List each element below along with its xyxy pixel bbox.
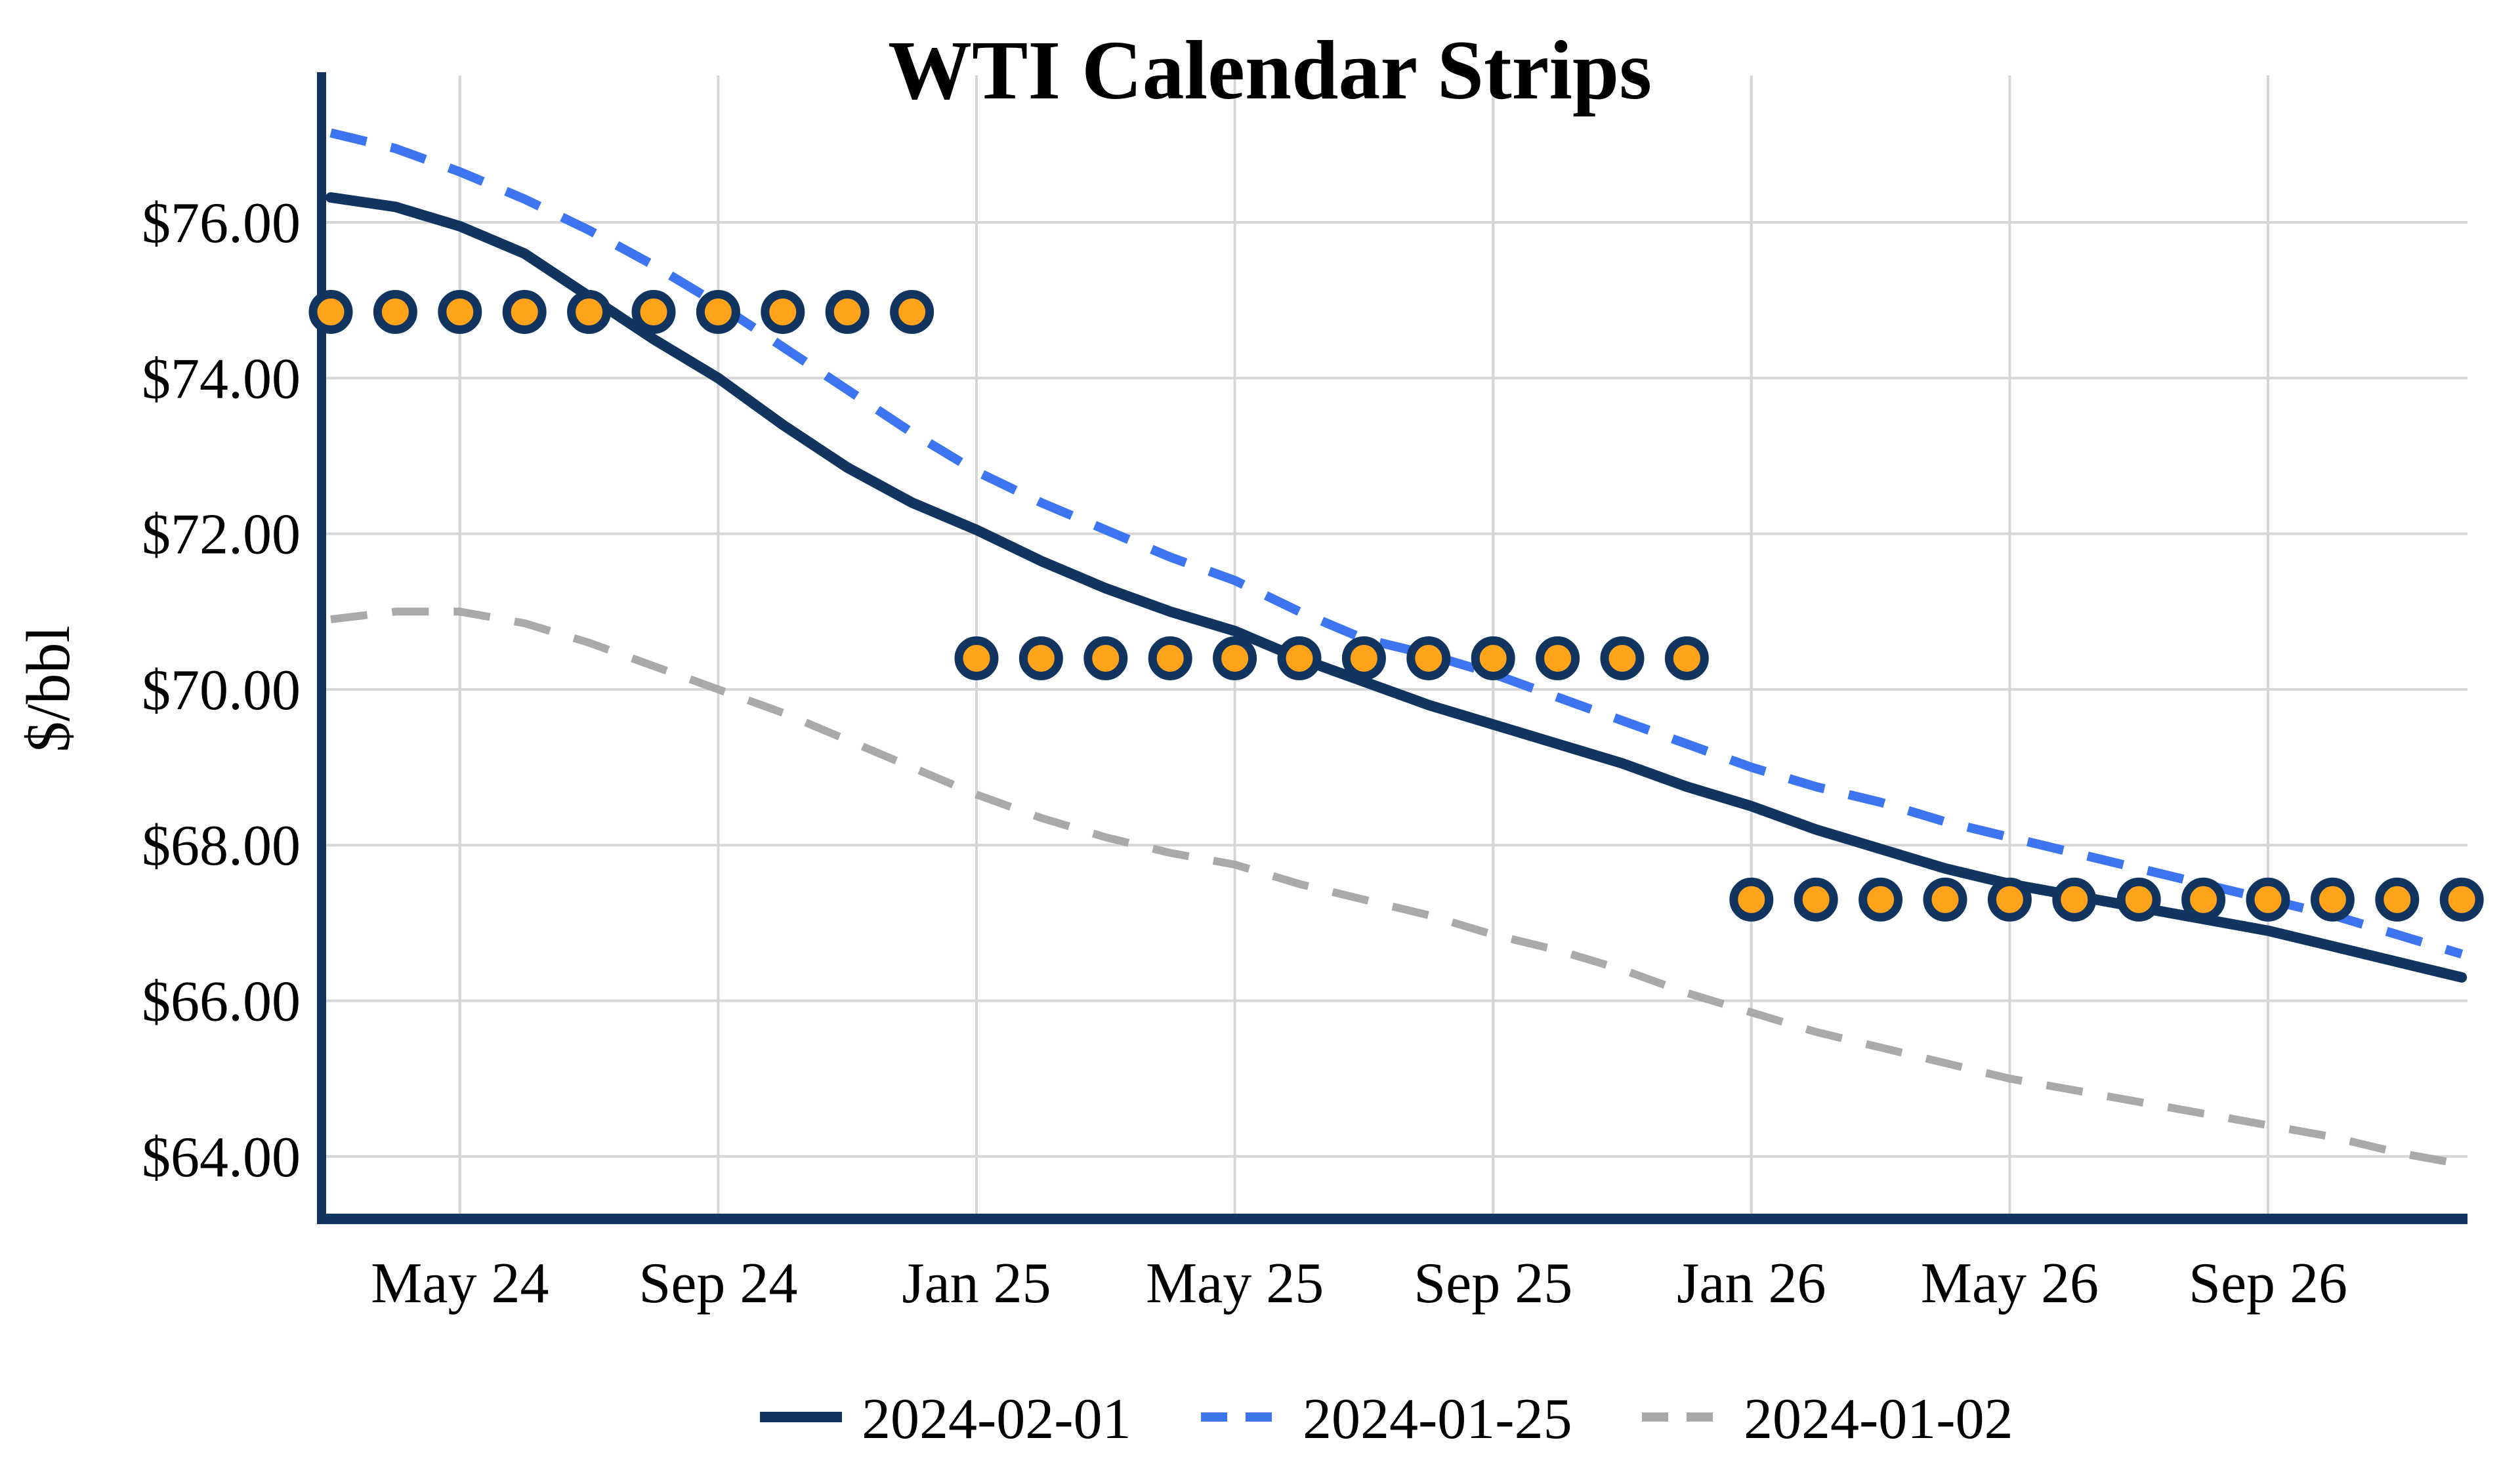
grid-layer [322, 75, 2468, 1219]
strip-marker [1794, 877, 1838, 922]
chart-legend: 2024-02-01 2024-01-25 2024-01-02 [760, 1388, 2013, 1451]
marker-layer [308, 289, 2484, 922]
strip-marker [2181, 877, 2226, 922]
strip-marker [761, 289, 805, 334]
y-tick-label: $68.00 [142, 814, 301, 878]
strip-marker [308, 289, 353, 334]
x-tick-label: Sep 24 [639, 1252, 797, 1315]
strip-marker [696, 289, 740, 334]
strip-marker [438, 289, 482, 334]
strip-marker [1536, 636, 1580, 680]
strip-marker [631, 289, 676, 334]
strip-marker [1600, 636, 1645, 680]
strip-marker [2310, 877, 2355, 922]
strip-marker [567, 289, 612, 334]
strip-marker [2116, 877, 2161, 922]
y-tick-label: $74.00 [142, 347, 301, 411]
chart-title: WTI Calendar Strips [888, 24, 1652, 117]
legend-label: 2024-01-02 [1744, 1388, 2013, 1451]
series-line-2024-01-02 [330, 607, 2463, 1168]
legend-label: 2024-02-01 [862, 1388, 1131, 1451]
legend-item-2024-02-01: 2024-02-01 [760, 1388, 1131, 1451]
axis-layer [317, 72, 2468, 1224]
strip-marker [1987, 877, 2032, 922]
x-tick-label: May 24 [371, 1252, 549, 1315]
strip-marker [1341, 636, 1386, 680]
strip-marker [1923, 877, 1967, 922]
strip-marker [502, 289, 547, 334]
series-layer [326, 128, 2468, 1168]
series-line-2024-01-25 [329, 128, 2464, 959]
y-tick-label: $72.00 [142, 503, 301, 567]
strip-marker [954, 636, 999, 680]
strip-marker [1729, 877, 1774, 922]
strip-marker [1213, 636, 1257, 680]
strip-marker [373, 289, 417, 334]
y-tick-label: $66.00 [142, 970, 301, 1034]
series-line-2024-02-01 [326, 192, 2468, 983]
strip-marker [1018, 636, 1063, 680]
legend-item-2024-01-25: 2024-01-25 [1201, 1388, 1572, 1451]
strip-marker [1406, 636, 1451, 680]
legend-item-2024-01-02: 2024-01-02 [1642, 1388, 2013, 1451]
strip-marker [1148, 636, 1192, 680]
y-tick-label: $64.00 [142, 1126, 301, 1189]
strip-marker [1083, 636, 1128, 680]
strip-marker [1858, 877, 1903, 922]
strip-marker [825, 289, 870, 334]
x-tick-label: Jan 25 [902, 1252, 1051, 1315]
strip-marker [2246, 877, 2290, 922]
x-tick-label: Sep 26 [2189, 1252, 2347, 1315]
strip-marker [1471, 636, 1515, 680]
legend-label: 2024-01-25 [1303, 1388, 1572, 1451]
x-tick-label: May 26 [1921, 1252, 2099, 1315]
y-tick-label: $70.00 [142, 659, 301, 722]
strip-marker [1277, 636, 1322, 680]
tick-layer: $64.00 $66.00 $68.00 $70.00 $72.00 $74.00 $76.… [142, 192, 2347, 1315]
strip-marker [1664, 636, 1709, 680]
y-axis-title: $/bbl [14, 625, 83, 752]
strip-marker [2439, 877, 2484, 922]
x-tick-label: Sep 25 [1414, 1252, 1572, 1315]
x-tick-label: May 25 [1146, 1252, 1324, 1315]
strip-marker [2375, 877, 2420, 922]
strip-marker [2052, 877, 2097, 922]
strip-marker [890, 289, 934, 334]
y-tick-label: $76.00 [142, 192, 301, 255]
x-tick-label: Jan 26 [1677, 1252, 1826, 1315]
